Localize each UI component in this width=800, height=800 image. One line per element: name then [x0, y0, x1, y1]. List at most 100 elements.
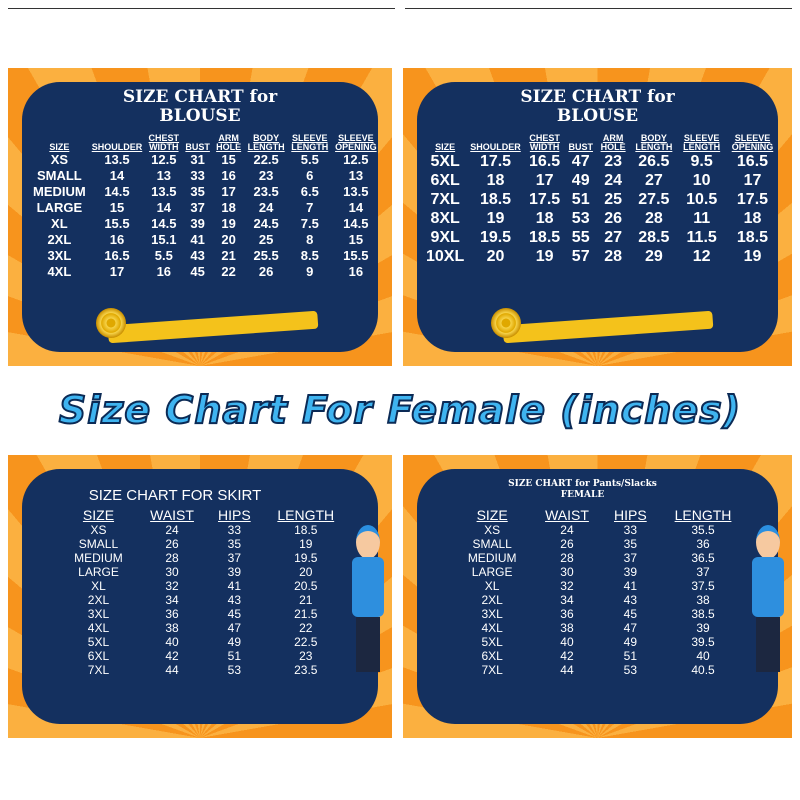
measurement-cell: 5.5	[154, 248, 173, 263]
column-header: SHOULDER	[91, 142, 143, 152]
measurement-cell: 39	[696, 621, 710, 635]
table-row: 2XL 16 15.1 41 20 25 8 15	[30, 232, 380, 248]
size-label: 5XL	[87, 635, 110, 649]
measurement-cell: 17.5	[479, 153, 512, 170]
measurement-cell: 19	[486, 210, 505, 227]
measurement-cell: 15.1	[151, 232, 177, 247]
measurement-cell: 25.5	[253, 248, 279, 263]
measurement-cell: 17.5	[736, 191, 769, 208]
measurement-cell: 24	[560, 523, 574, 537]
measurement-cell: 23	[258, 168, 274, 183]
size-label: XS	[50, 152, 69, 167]
measurement-cell: 36.5	[691, 551, 715, 565]
measurement-cell: 18	[743, 210, 762, 227]
measurement-cell: 53	[227, 663, 241, 677]
size-table: SIZE SHOULDER CHEST WIDTH BUST ARM HOLE BODY …	[423, 134, 779, 266]
measurement-cell: 19	[743, 248, 762, 265]
table-row: MEDIUM 28 37 36.5	[453, 551, 748, 565]
measurement-cell: 25	[258, 232, 274, 247]
size-label: 6XL	[87, 649, 110, 663]
measurement-cell: 28	[165, 551, 179, 565]
size-table: SIZE SHOULDER CHEST WIDTH BUST ARM HOLE BODY …	[30, 134, 380, 280]
measurement-cell: 7.5	[300, 216, 319, 231]
measurement-cell: 12.5	[151, 152, 177, 167]
size-label: LARGE	[471, 565, 513, 579]
size-label: 3XL	[87, 607, 110, 621]
column-header: SHOULDER	[470, 142, 521, 152]
measurement-cell: 33	[190, 168, 205, 183]
size-label: 8XL	[430, 210, 460, 227]
table-row: 4XL 38 47 39	[453, 621, 748, 635]
header-row: SIZE SHOULDER CHEST WIDTH BUST ARM HOLE BODY …	[423, 134, 779, 152]
size-label: 3XL	[481, 607, 503, 621]
table-row: LARGE 15 14 37 18 24 7 14	[30, 200, 380, 216]
measurement-cell: 32	[165, 579, 179, 593]
table-row: LARGE 30 39 20	[60, 565, 350, 579]
measurement-cell: 19	[299, 537, 313, 551]
measurement-cell: 32	[560, 579, 574, 593]
measurement-cell: 23.5	[294, 663, 318, 677]
measurement-cell: 51	[623, 649, 638, 663]
measurement-cell: 21	[299, 593, 313, 607]
size-label: 6XL	[481, 649, 503, 663]
panel-title: SIZE CHART for BLOUSE	[520, 87, 675, 126]
measurement-cell: 39	[190, 216, 205, 231]
measurement-cell: 15.5	[104, 216, 130, 231]
measurement-cell: 16	[348, 264, 364, 279]
table-row: 5XL 17.5 16.5 47 23 26.5 9.5 16.5	[423, 152, 779, 171]
measurement-cell: 17.5	[529, 191, 561, 208]
measurement-cell: 10.5	[686, 191, 718, 208]
measurement-cell: 39	[623, 565, 638, 579]
measurement-cell: 19.5	[479, 229, 512, 246]
measurement-cell: 17	[109, 264, 125, 279]
measurement-cell: 30	[560, 565, 574, 579]
column-header: CHEST WIDTH	[148, 133, 180, 152]
measurement-cell: 40	[696, 649, 710, 663]
measurement-cell: 49	[227, 635, 241, 649]
measurement-cell: 9	[306, 264, 314, 279]
measurement-cell: 15	[109, 200, 125, 215]
measurement-cell: 37	[190, 200, 205, 215]
table-row: 2XL 34 43 38	[453, 593, 748, 607]
size-label: 2XL	[47, 232, 72, 247]
panel-bg	[22, 469, 378, 724]
measurement-cell: 35	[190, 184, 205, 199]
size-label: 2XL	[87, 593, 110, 607]
table-row: SMALL 26 35 19	[60, 537, 350, 551]
table-row: XS 24 33 35.5	[453, 523, 748, 537]
measurement-cell: 24	[165, 523, 179, 537]
measurement-cell: 27	[604, 229, 623, 246]
table-row: 4XL 17 16 45 22 26 9 16	[30, 264, 380, 280]
size-label: MEDIUM	[467, 551, 517, 565]
measurement-cell: 51	[227, 649, 241, 663]
size-label: XS	[90, 523, 107, 537]
size-label: 9XL	[430, 229, 460, 246]
measurement-cell: 22.5	[294, 635, 318, 649]
size-label: 7XL	[481, 663, 503, 677]
column-header: SIZE	[435, 142, 456, 152]
measurement-cell: 6	[306, 168, 314, 183]
measurement-cell: 24	[604, 172, 623, 189]
measurement-cell: 19	[535, 248, 554, 265]
column-header: SIZE	[476, 507, 508, 523]
measurement-cell: 16.5	[104, 248, 130, 263]
measurement-cell: 27	[644, 172, 663, 189]
panel-bg	[22, 82, 378, 352]
measurement-cell: 30	[165, 565, 179, 579]
measurement-cell: 17	[743, 172, 762, 189]
skirt-chart: SIZE CHART FOR SKIRT SIZE WAIST HIPS LENGTH…	[8, 455, 392, 738]
measurement-cell: 18	[535, 210, 554, 227]
measurement-cell: 41	[190, 232, 205, 247]
column-header: SIZE	[82, 507, 115, 523]
size-label: 3XL	[47, 248, 72, 263]
column-header: SIZE	[49, 142, 70, 152]
measurement-cell: 20.5	[294, 579, 318, 593]
measurement-cell: 40.5	[691, 663, 715, 677]
size-table: SIZE WAIST HIPS LENGTH XS 24 33 18.5 SMALL 26 35 19…	[60, 507, 350, 677]
measurement-cell: 18.5	[529, 229, 561, 246]
pants-chart: SIZE CHART for Pants/Slacks FEMALE SIZE W…	[403, 455, 792, 738]
measurement-cell: 27.5	[638, 191, 670, 208]
measurement-cell: 44	[560, 663, 574, 677]
column-header: SLEEVE OPENING	[335, 133, 377, 152]
table-row: 6XL 18 17 49 24 27 10 17	[423, 171, 779, 190]
